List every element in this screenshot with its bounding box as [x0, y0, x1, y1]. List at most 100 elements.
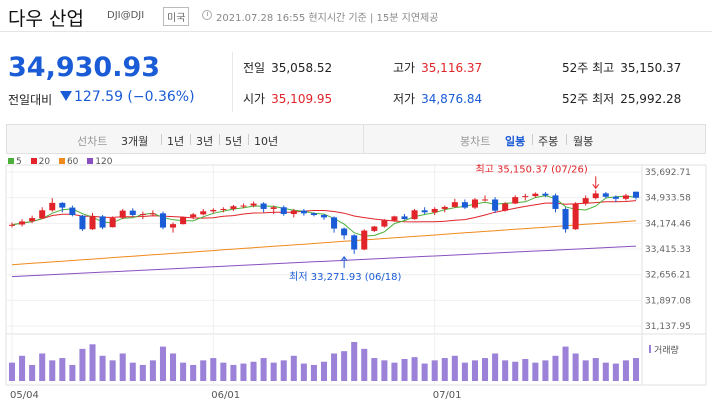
y-tick-label: 34,174.46 [645, 219, 691, 229]
volume-bar [180, 362, 187, 381]
toolbar-divider [363, 125, 364, 153]
volume-bar [441, 358, 448, 381]
volume-bar [310, 364, 317, 381]
candle-body [522, 196, 529, 198]
volume-bar [250, 361, 257, 381]
candle-body [159, 213, 166, 228]
volume-bar [391, 362, 398, 381]
candle-body [572, 203, 579, 230]
candle-body [19, 221, 26, 225]
candle-body [99, 216, 106, 228]
candle-body [451, 202, 458, 207]
candle-body [79, 215, 86, 230]
period-5y-button[interactable]: 5년 [225, 135, 243, 148]
stat-label: 52주 최고 [562, 61, 615, 75]
candle-monthly-button[interactable]: 월봉 [573, 135, 594, 148]
volume-bar [371, 358, 378, 381]
candle-body [210, 209, 217, 212]
low-annotation: 최저 33,271.93 (06/18) [289, 271, 401, 283]
candle-body [29, 218, 36, 222]
candle-body [632, 191, 640, 198]
volume-bar [361, 348, 368, 381]
separator [566, 134, 567, 145]
candle-body [290, 210, 297, 215]
market-badge: 미국 [163, 7, 190, 26]
candle-body [139, 214, 146, 216]
candle-daily-button[interactable]: 일봉 [505, 135, 526, 148]
volume-bar [139, 364, 146, 381]
volume-bar [300, 363, 307, 381]
stat-high: 고가 35,116.37 [393, 59, 482, 76]
volume-bar [562, 346, 569, 381]
period-3y-button[interactable]: 3년 [196, 135, 214, 148]
legend-swatch [8, 158, 14, 164]
volume-bar [220, 362, 227, 381]
chart-toolbar: 선차트 3개월 1년 3년 5년 10년 봉차트 일봉 주봉 월봉 [6, 124, 706, 154]
candle-body [361, 230, 368, 250]
volume-bar [210, 358, 217, 381]
candle-body [260, 203, 267, 209]
candle-weekly-button[interactable]: 주봉 [538, 135, 559, 148]
volume-bar [69, 364, 76, 381]
candle-body [341, 228, 348, 236]
y-tick-label: 35,692.71 [645, 168, 691, 178]
stat-label: 저가 [393, 92, 416, 106]
legend-label: 120 [95, 157, 113, 167]
candle-body [119, 210, 126, 218]
volume-bar [512, 361, 519, 381]
stat-open: 시가 35,109.95 [243, 90, 332, 107]
candle-body [109, 218, 116, 228]
candle-body [320, 215, 328, 218]
ma20-line [11, 200, 637, 226]
candle-body [411, 210, 418, 220]
volume-bar [99, 355, 106, 381]
stat-value: 34,876.84 [421, 92, 483, 106]
stat-value: 25,992.28 [620, 92, 682, 106]
low-arrowhead [340, 256, 348, 262]
stat-label: 시가 [243, 92, 266, 106]
y-tick-label: 31,897.08 [645, 296, 691, 306]
volume-bar [119, 353, 126, 381]
volume-bar [19, 355, 26, 381]
volume-bar [401, 358, 408, 381]
period-1y-button[interactable]: 1년 [167, 135, 185, 148]
candle-body [180, 217, 187, 225]
stat-value: 35,058.52 [271, 61, 333, 75]
candle-body [351, 235, 358, 250]
candle-body [391, 216, 398, 221]
candles [8, 190, 640, 254]
clock-icon [202, 10, 212, 20]
period-10y-button[interactable]: 10년 [254, 135, 279, 148]
volume-bar [351, 342, 358, 381]
candle-body [401, 216, 408, 220]
candle-body [622, 195, 629, 199]
y-tick-label: 31,137.95 [645, 322, 691, 332]
legend-swatch [58, 158, 65, 164]
candle-body [300, 210, 307, 214]
volume-bar [461, 362, 468, 381]
volume-bar [471, 360, 478, 381]
volume-bar [129, 362, 136, 381]
separator [161, 134, 162, 145]
high-arrowhead [592, 184, 600, 190]
stat-value: 35,109.95 [271, 92, 333, 106]
candle-body [69, 207, 76, 216]
volume-bar [230, 364, 237, 381]
stat-52w-high: 52주 최고 35,150.37 [562, 59, 681, 76]
candle-body [270, 207, 277, 209]
candle-body [612, 196, 619, 199]
legend-swatch [30, 158, 37, 164]
stat-value: 35,150.37 [620, 61, 682, 75]
volume-bar [89, 344, 96, 381]
period-3m-button[interactable]: 3개월 [121, 135, 149, 148]
legend-ma120: 120 [87, 157, 112, 167]
legend-label: 20 [38, 157, 51, 167]
candle-body [562, 208, 569, 230]
volume-bar [240, 363, 247, 381]
moving-averages [11, 195, 637, 278]
volume-bar [572, 353, 579, 381]
candle-body [371, 226, 378, 231]
stat-label: 전일 [243, 61, 266, 75]
volume-bar [190, 364, 197, 381]
y-tick-label: 32,656.21 [645, 271, 691, 281]
